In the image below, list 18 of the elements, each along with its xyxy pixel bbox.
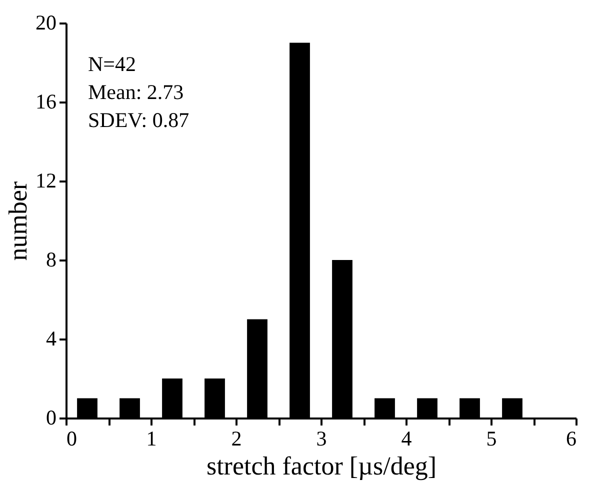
- y-tick-label: 8: [46, 248, 56, 272]
- annotation: Mean: 2.73: [88, 80, 184, 104]
- y-tick-label: 4: [46, 326, 57, 350]
- y-tick-label: 20: [36, 10, 56, 34]
- x-tick-label: 3: [316, 426, 327, 450]
- x-tick-label: 5: [486, 426, 497, 450]
- x-tick-label: 4: [401, 426, 412, 450]
- y-tick-label: 0: [46, 406, 56, 430]
- x-tick-label: 2: [231, 426, 242, 450]
- annotation: SDEV: 0.87: [88, 108, 190, 132]
- y-axis-title: number: [4, 180, 32, 261]
- x-axis-title: stretch factor [µs/deg]: [206, 452, 437, 480]
- y-tick-label: 16: [36, 90, 56, 114]
- x-tick-label: 0: [66, 426, 77, 450]
- y-tick-label: 12: [36, 168, 56, 192]
- x-tick-label: 6: [566, 426, 576, 450]
- annotation: N=42: [88, 52, 136, 76]
- x-tick-label: 1: [146, 426, 157, 450]
